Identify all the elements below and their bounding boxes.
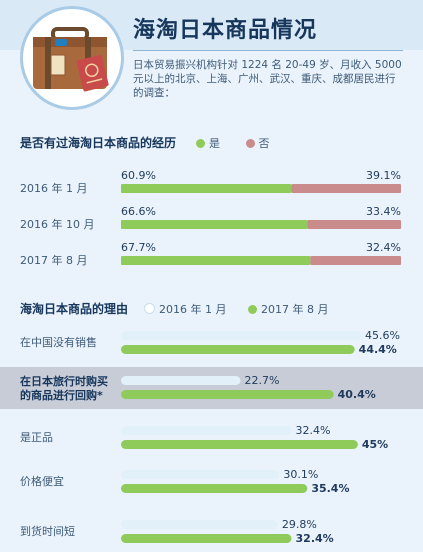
chart1-legend: 是 否: [186, 135, 270, 151]
chart1-bar-group: [121, 256, 401, 265]
suitcase-with-passport-icon: [20, 6, 124, 110]
data-label-yes: 60.9%: [121, 169, 156, 182]
data-label-yes: 67.7%: [121, 241, 156, 254]
bar-2016-jan: [121, 520, 278, 529]
chart2-category-label: 在中国没有销售: [20, 336, 97, 349]
data-label-2016-jan: 32.4%: [295, 424, 331, 437]
highlighted-category-band: [0, 367, 423, 409]
chart2-category-label: 的商品进行回购*: [20, 389, 103, 402]
chart1-bar-group: [121, 220, 401, 229]
chart2-category-label: 到货时间短: [20, 525, 75, 538]
data-label-2016-jan: 22.7%: [244, 374, 280, 387]
page-title: 海淘日本商品情况: [133, 18, 318, 43]
chart2-title: 海淘日本商品的理由: [20, 302, 129, 316]
data-label-2016-jan: 45.6%: [365, 329, 400, 342]
bar-segment-yes: [121, 220, 308, 229]
bar-2017-aug: [121, 484, 308, 493]
bar-segment-no: [291, 184, 401, 193]
data-label-no: 32.4%: [366, 241, 401, 254]
legend-swatch-2016: [144, 303, 155, 314]
bar-2016-jan: [121, 470, 280, 479]
intro-text: 日本贸易振兴机构针对 1224 名 20-49 岁、月收入 5000 元以上的北…: [133, 59, 402, 99]
bar-2017-aug: [121, 345, 355, 354]
legend-label-2016: 2016 年 1 月: [159, 303, 227, 316]
data-label-yes: 66.6%: [121, 205, 156, 218]
title-divider: [133, 50, 403, 51]
bar-segment-no: [307, 220, 401, 229]
data-label-2017-aug: 40.4%: [337, 388, 376, 401]
legend-swatch-2017: [247, 305, 257, 314]
bar-2016-jan: [121, 376, 241, 385]
bar-2017-aug: [121, 440, 358, 449]
chart2-category-label: 价格便宜: [20, 475, 64, 488]
legend-label-no: 否: [258, 137, 270, 150]
bar-segment-no: [310, 256, 401, 265]
bar-2017-aug: [121, 390, 334, 399]
data-label-2017-aug: 45%: [361, 438, 389, 451]
chart1-category-label: 2016 年 1 月: [20, 182, 88, 195]
bar-2017-aug: [121, 534, 292, 543]
data-label-2017-aug: 35.4%: [311, 482, 350, 495]
data-label-2017-aug: 44.4%: [358, 343, 397, 356]
header: 海淘日本商品情况 日本贸易振兴机构针对 1224 名 20-49 岁、月收入 5…: [0, 0, 423, 130]
chart1-category-label: 2016 年 10 月: [20, 218, 95, 231]
chart1-category-label: 2017 年 8 月: [20, 254, 88, 267]
bar-segment-yes: [121, 256, 311, 265]
data-label-2016-jan: 29.8%: [281, 518, 317, 531]
bar-segment-yes: [121, 184, 292, 193]
legend-swatch-yes: [196, 139, 205, 148]
bar-2016-jan: [121, 331, 361, 340]
legend-label-yes: 是: [209, 137, 220, 150]
chart1-bar-group: [121, 184, 401, 193]
chart2-category-label: 在日本旅行时购买: [20, 375, 108, 388]
chart1-title: 是否有过海淘日本商品的经历: [20, 136, 177, 150]
legend-label-2017: 2017 年 8 月: [260, 303, 329, 316]
data-label-2016-jan: 30.1%: [283, 468, 319, 481]
data-label-no: 39.1%: [366, 169, 401, 182]
data-label-2017-aug: 32.4%: [295, 532, 334, 545]
data-label-no: 33.4%: [366, 205, 401, 218]
bar-2016-jan: [121, 426, 292, 435]
legend-swatch-no: [245, 139, 255, 148]
chart2-legend: 2016 年 1 月 2017 年 8 月: [134, 301, 328, 317]
chart2-category-label: 是正品: [20, 431, 53, 444]
